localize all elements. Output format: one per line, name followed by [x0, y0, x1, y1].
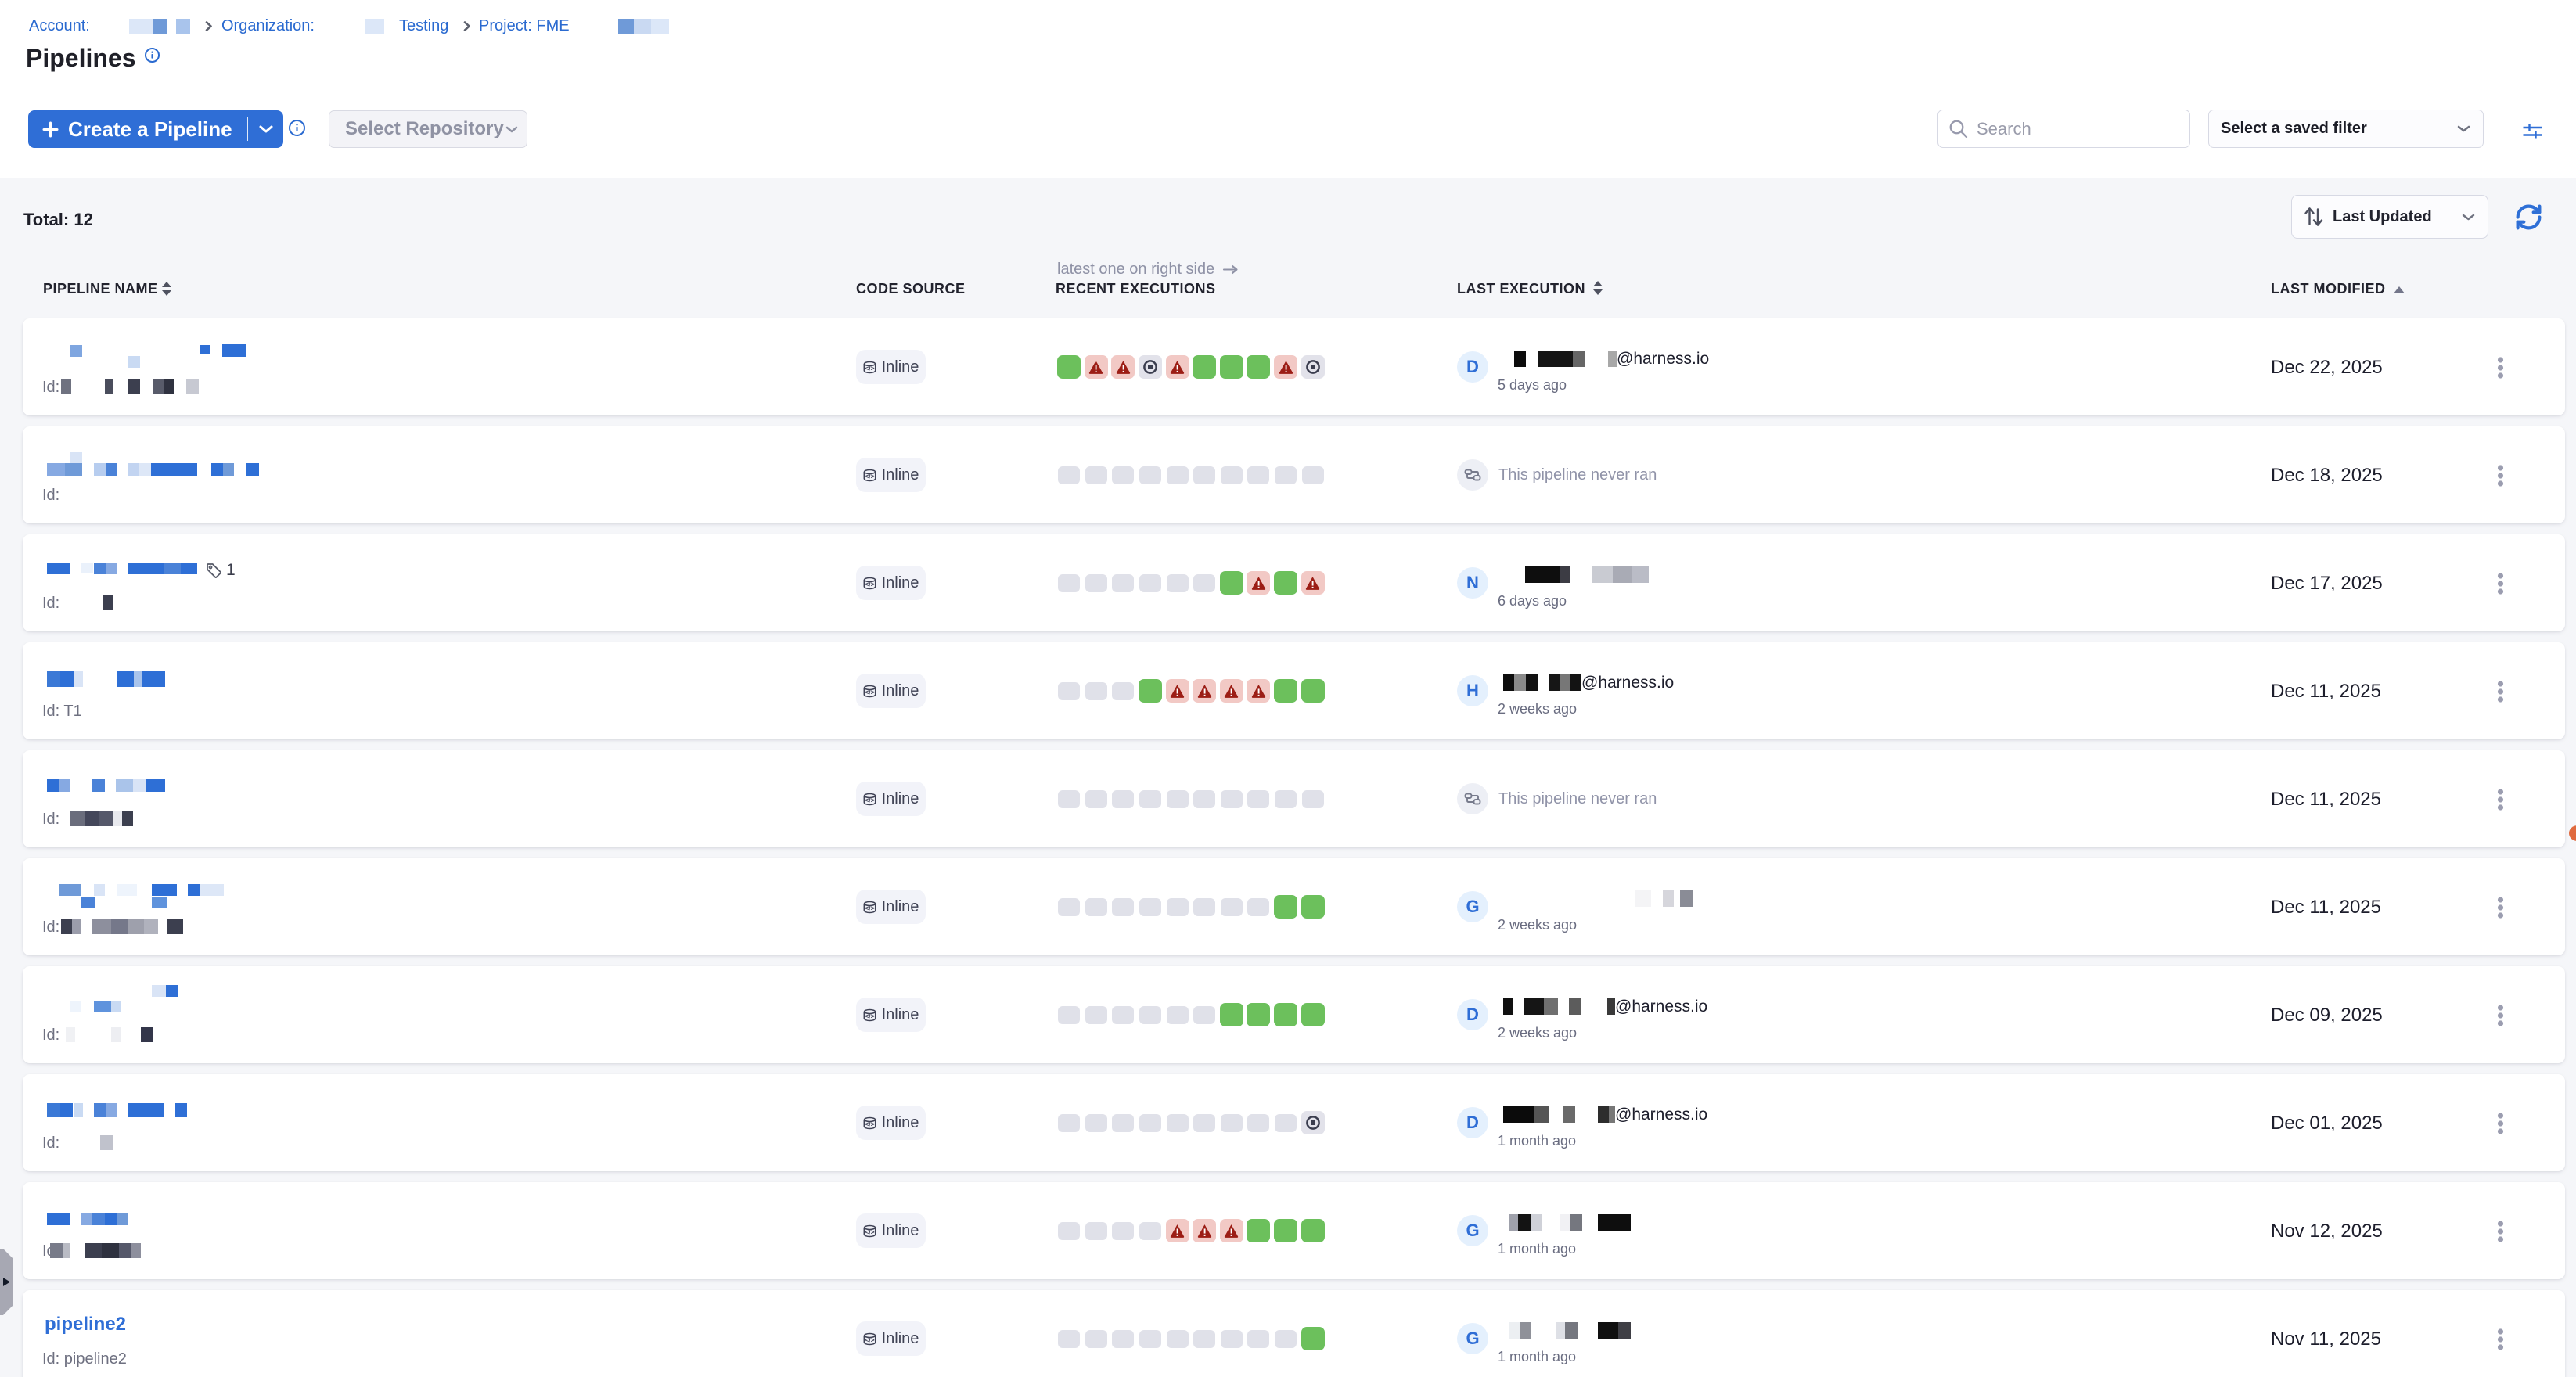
svg-text:</>: </>: [865, 1228, 874, 1235]
svg-text:</>: </>: [865, 796, 874, 804]
svg-text:</>: </>: [865, 580, 874, 588]
svg-text:</>: </>: [865, 904, 874, 911]
svg-text:</>: </>: [865, 688, 874, 696]
svg-text:</>: </>: [865, 1120, 874, 1127]
svg-text:</>: </>: [865, 364, 874, 372]
svg-text:</>: </>: [865, 472, 874, 480]
svg-text:</>: </>: [865, 1012, 874, 1019]
svg-text:</>: </>: [865, 1336, 874, 1343]
